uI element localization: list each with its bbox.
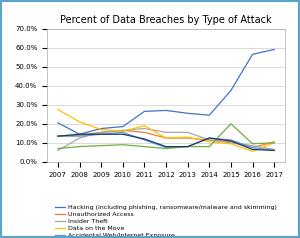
Hacking (including phishing, ransomware/malware and skimming) [164, 109, 168, 112]
Unauthorized Access [56, 135, 60, 138]
Unauthorized Access [208, 139, 211, 141]
Accidental Web/Internet Exposure [251, 146, 254, 149]
Hacking (including phishing, ransomware/malware and skimming) [251, 53, 254, 56]
Unauthorized Access [272, 140, 276, 143]
Physical Theft [272, 149, 276, 152]
Hacking (including phishing, ransomware/malware and skimming) [142, 110, 146, 113]
Physical Theft [186, 145, 190, 148]
Accidental Web/Internet Exposure [142, 139, 146, 141]
Accidental Web/Internet Exposure [229, 139, 233, 141]
Insider Theft [251, 144, 254, 147]
Unauthorized Access [251, 146, 254, 149]
Insider Theft [99, 131, 103, 134]
Line: Accidental Web/Internet Exposure: Accidental Web/Internet Exposure [58, 132, 274, 150]
Line: Hacking (including phishing, ransomware/malware and skimming): Hacking (including phishing, ransomware/… [58, 50, 274, 134]
Accidental Web/Internet Exposure [121, 131, 124, 134]
Employee Error/Negligence/ImproperDisposal/Loss [229, 122, 233, 125]
Insider Theft [121, 129, 124, 132]
Hacking (including phishing, ransomware/malware and skimming) [272, 48, 276, 51]
Unauthorized Access [78, 134, 81, 137]
Unauthorized Access [142, 131, 146, 134]
Insider Theft [56, 149, 60, 152]
Insider Theft [229, 141, 233, 144]
Line: Physical Theft: Physical Theft [58, 134, 274, 150]
Insider Theft [186, 131, 190, 134]
Legend: Hacking (including phishing, ransomware/malware and skimming), Unauthorized Acce: Hacking (including phishing, ransomware/… [56, 205, 277, 238]
Accidental Web/Internet Exposure [164, 146, 168, 149]
Data on the Move [78, 120, 81, 123]
Hacking (including phishing, ransomware/malware and skimming) [99, 127, 103, 130]
Accidental Web/Internet Exposure [99, 133, 103, 136]
Accidental Web/Internet Exposure [56, 135, 60, 138]
Data on the Move [272, 141, 276, 144]
Physical Theft [56, 135, 60, 138]
Employee Error/Negligence/ImproperDisposal/Loss [272, 141, 276, 144]
Data on the Move [251, 150, 254, 153]
Physical Theft [229, 139, 233, 142]
Accidental Web/Internet Exposure [186, 145, 190, 148]
Title: Percent of Data Breaches by Type of Attack: Percent of Data Breaches by Type of Atta… [60, 15, 272, 25]
Hacking (including phishing, ransomware/malware and skimming) [186, 112, 190, 115]
Unauthorized Access [99, 131, 103, 134]
Accidental Web/Internet Exposure [272, 149, 276, 152]
Data on the Move [142, 124, 146, 127]
Unauthorized Access [121, 129, 124, 132]
Data on the Move [208, 140, 211, 143]
Employee Error/Negligence/ImproperDisposal/Loss [208, 145, 211, 148]
Employee Error/Negligence/ImproperDisposal/Loss [99, 144, 103, 147]
Line: Employee Error/Negligence/ImproperDisposal/Loss: Employee Error/Negligence/ImproperDispos… [58, 124, 274, 149]
Insider Theft [272, 148, 276, 151]
Employee Error/Negligence/ImproperDisposal/Loss [164, 147, 168, 150]
Data on the Move [56, 108, 60, 111]
Data on the Move [121, 130, 124, 133]
Line: Insider Theft: Insider Theft [58, 129, 274, 150]
Physical Theft [121, 133, 124, 136]
Line: Data on the Move: Data on the Move [58, 109, 274, 151]
Hacking (including phishing, ransomware/malware and skimming) [208, 114, 211, 117]
Physical Theft [208, 137, 211, 139]
Employee Error/Negligence/ImproperDisposal/Loss [121, 143, 124, 146]
Line: Unauthorized Access: Unauthorized Access [58, 130, 274, 148]
Unauthorized Access [229, 140, 233, 143]
Hacking (including phishing, ransomware/malware and skimming) [121, 125, 124, 128]
Employee Error/Negligence/ImproperDisposal/Loss [78, 145, 81, 148]
Data on the Move [229, 142, 233, 145]
Data on the Move [186, 136, 190, 139]
Employee Error/Negligence/ImproperDisposal/Loss [186, 145, 190, 148]
Physical Theft [142, 138, 146, 140]
Data on the Move [99, 128, 103, 131]
Hacking (including phishing, ransomware/malware and skimming) [229, 89, 233, 92]
Physical Theft [78, 133, 81, 136]
Physical Theft [164, 145, 168, 148]
Unauthorized Access [186, 137, 190, 139]
Hacking (including phishing, ransomware/malware and skimming) [78, 133, 81, 136]
Physical Theft [251, 148, 254, 151]
Insider Theft [142, 127, 146, 130]
Accidental Web/Internet Exposure [78, 135, 81, 138]
Insider Theft [164, 131, 168, 134]
Data on the Move [164, 137, 168, 139]
Employee Error/Negligence/ImproperDisposal/Loss [142, 145, 146, 148]
Insider Theft [208, 139, 211, 141]
Physical Theft [99, 133, 103, 136]
Accidental Web/Internet Exposure [208, 137, 211, 139]
Hacking (including phishing, ransomware/malware and skimming) [56, 121, 60, 124]
Employee Error/Negligence/ImproperDisposal/Loss [56, 147, 60, 150]
Insider Theft [78, 137, 81, 139]
Unauthorized Access [164, 137, 168, 139]
Employee Error/Negligence/ImproperDisposal/Loss [251, 142, 254, 145]
